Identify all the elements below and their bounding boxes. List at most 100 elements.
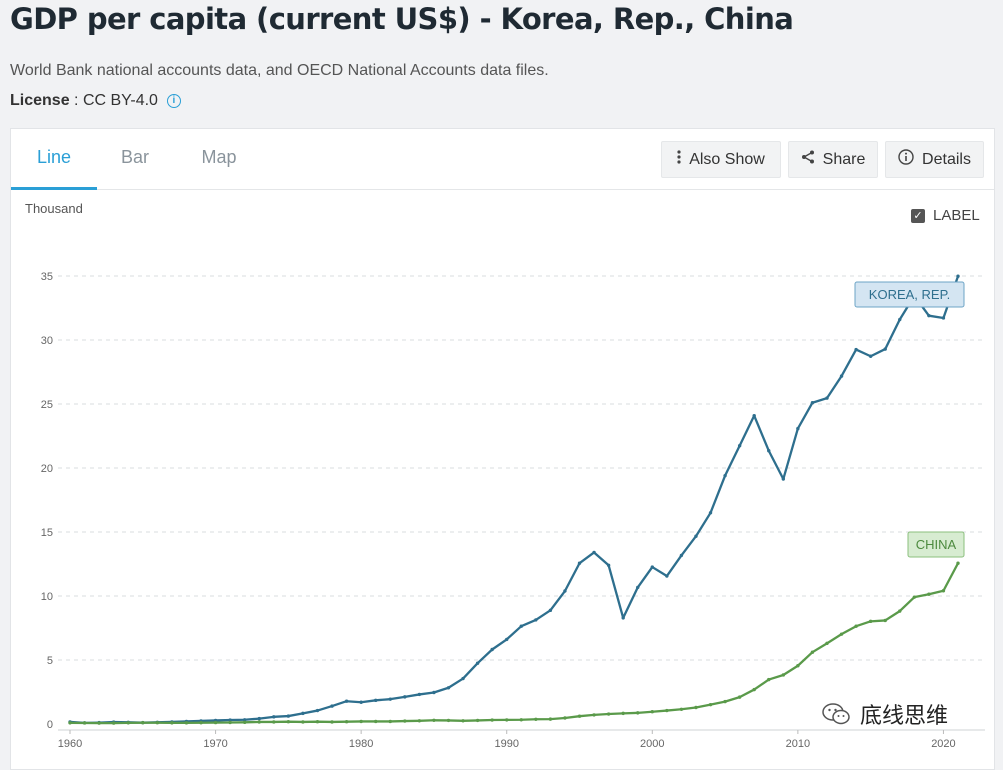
label-toggle[interactable]: ✓ LABEL bbox=[911, 207, 980, 224]
license-label: License bbox=[10, 92, 70, 109]
data-point-korea-rep bbox=[796, 426, 800, 431]
data-point-china bbox=[68, 721, 72, 725]
data-point-korea-rep bbox=[534, 618, 538, 622]
y-tick-label: 25 bbox=[41, 399, 53, 411]
data-point-korea-rep bbox=[577, 561, 582, 565]
data-point-china bbox=[97, 721, 101, 725]
data-point-korea-rep bbox=[432, 690, 436, 695]
data-point-korea-rep bbox=[301, 711, 305, 716]
data-point-china bbox=[941, 589, 946, 593]
data-point-china bbox=[315, 719, 320, 724]
series-label-box-china bbox=[907, 531, 965, 558]
data-point-korea-rep bbox=[956, 274, 960, 278]
data-point-china bbox=[796, 664, 800, 668]
data-point-korea-rep bbox=[665, 574, 669, 578]
data-point-china bbox=[534, 717, 538, 721]
x-tick-label: 2020 bbox=[931, 738, 955, 750]
data-point-korea-rep bbox=[592, 550, 596, 555]
data-point-china bbox=[141, 721, 145, 725]
license-separator: : bbox=[69, 92, 83, 109]
info-icon[interactable]: i bbox=[166, 94, 181, 108]
data-point-china bbox=[417, 719, 422, 723]
data-point-china bbox=[898, 609, 902, 613]
data-point-china bbox=[636, 711, 640, 715]
data-point-korea-rep bbox=[636, 585, 640, 590]
data-point-korea-rep bbox=[810, 401, 815, 405]
also-show-button[interactable]: Also Show bbox=[661, 141, 781, 178]
data-point-korea-rep bbox=[723, 473, 727, 478]
tab-bar[interactable]: Bar bbox=[120, 147, 149, 167]
data-point-china bbox=[956, 561, 960, 565]
data-point-china bbox=[767, 677, 771, 682]
data-point-korea-rep bbox=[752, 413, 756, 418]
data-point-korea-rep bbox=[257, 716, 261, 721]
data-point-china bbox=[111, 721, 116, 725]
data-point-korea-rep bbox=[403, 695, 407, 699]
data-point-korea-rep bbox=[374, 698, 378, 703]
x-tick-label: 2000 bbox=[640, 738, 664, 750]
y-axis-unit-label: Thousand bbox=[25, 201, 83, 216]
data-point-korea-rep bbox=[563, 589, 567, 593]
data-point-china bbox=[432, 718, 436, 722]
data-point-korea-rep bbox=[854, 347, 858, 352]
data-point-korea-rep bbox=[446, 686, 451, 690]
data-point-china bbox=[752, 687, 756, 692]
data-point-korea-rep bbox=[898, 317, 902, 322]
data-point-china bbox=[679, 707, 684, 711]
y-tick-label: 0 bbox=[47, 719, 53, 731]
data-point-korea-rep bbox=[737, 444, 742, 448]
data-point-korea-rep bbox=[417, 692, 422, 697]
license-line: License : CC BY-4.0 i bbox=[10, 92, 181, 110]
share-button[interactable]: Share bbox=[788, 141, 878, 178]
x-tick-label: 1990 bbox=[494, 738, 518, 750]
share-icon bbox=[801, 150, 815, 169]
data-point-korea-rep bbox=[825, 396, 829, 400]
data-point-china bbox=[272, 720, 276, 724]
data-point-china bbox=[650, 710, 654, 714]
data-point-china bbox=[737, 695, 742, 699]
data-point-korea-rep bbox=[315, 708, 320, 713]
data-point-china bbox=[126, 721, 130, 725]
page-title: GDP per capita (current US$) - Korea, Re… bbox=[10, 2, 794, 36]
data-point-china bbox=[723, 699, 727, 704]
data-point-china bbox=[868, 619, 873, 624]
data-point-korea-rep bbox=[286, 714, 291, 718]
data-point-china bbox=[563, 716, 567, 720]
data-point-korea-rep bbox=[708, 511, 713, 515]
tab-line[interactable]: Line bbox=[11, 129, 97, 190]
data-point-china bbox=[912, 595, 917, 599]
data-point-china bbox=[82, 721, 87, 725]
info-circle-icon bbox=[898, 149, 914, 170]
data-point-korea-rep bbox=[621, 616, 625, 620]
series-label-korea-rep: KOREA, REP. bbox=[869, 287, 950, 302]
data-point-china bbox=[199, 721, 203, 725]
data-point-china bbox=[505, 718, 509, 722]
data-point-korea-rep bbox=[781, 477, 786, 481]
more-vertical-icon bbox=[677, 150, 681, 169]
data-point-china bbox=[708, 702, 713, 707]
details-button[interactable]: Details bbox=[885, 141, 984, 178]
wechat-icon bbox=[822, 703, 850, 725]
y-tick-label: 20 bbox=[41, 463, 53, 475]
y-tick-label: 30 bbox=[41, 335, 53, 347]
data-point-china bbox=[665, 708, 669, 713]
data-point-korea-rep bbox=[272, 715, 276, 719]
x-tick-label: 1970 bbox=[203, 738, 227, 750]
data-point-korea-rep bbox=[941, 316, 946, 320]
data-point-china bbox=[374, 719, 378, 724]
data-point-korea-rep bbox=[344, 699, 349, 703]
data-point-korea-rep bbox=[388, 697, 392, 701]
data-point-china bbox=[330, 720, 334, 724]
y-tick-label: 5 bbox=[47, 655, 53, 667]
tab-map[interactable]: Map bbox=[201, 147, 237, 167]
data-point-china bbox=[839, 632, 844, 636]
y-tick-label: 35 bbox=[41, 271, 53, 283]
data-point-korea-rep bbox=[694, 534, 698, 538]
series-label-box-korea-rep bbox=[854, 281, 965, 308]
x-tick-label: 1980 bbox=[349, 738, 373, 750]
data-point-china bbox=[388, 719, 392, 724]
data-point-korea-rep bbox=[490, 647, 494, 652]
data-point-china bbox=[242, 720, 247, 725]
data-point-china bbox=[694, 705, 698, 710]
